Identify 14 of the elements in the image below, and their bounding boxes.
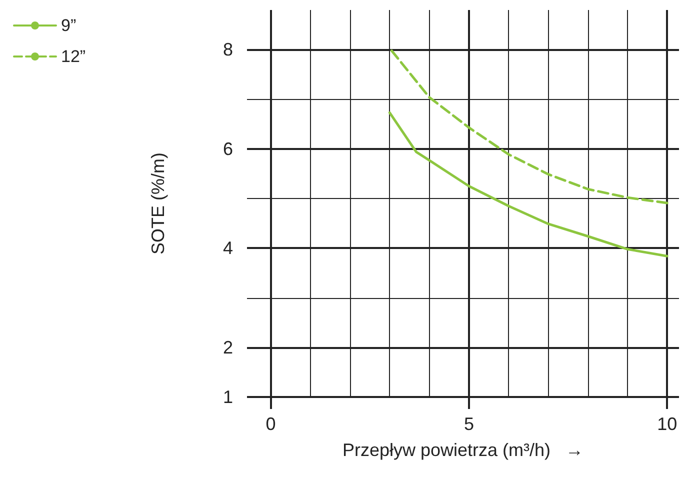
line-series	[388, 111, 668, 258]
y-tick-label: 2	[222, 337, 233, 358]
y-tick-label: 4	[222, 238, 233, 258]
y-tick-label: 1	[222, 387, 233, 407]
x-axis-title: Przepływ powietrza (m³/h) →	[342, 440, 584, 460]
x-tick-label: 10	[657, 414, 678, 434]
line-series	[390, 49, 668, 204]
legend-label: 12”	[61, 47, 86, 66]
y-tick-label: 6	[222, 138, 233, 159]
legend-label: 9”	[61, 16, 76, 35]
y-tick-label: 8	[222, 40, 233, 60]
x-tick-label: 0	[266, 414, 276, 434]
y-axis-title: SOTE (%/m)	[148, 152, 168, 254]
x-tick-label: 5	[464, 414, 474, 434]
